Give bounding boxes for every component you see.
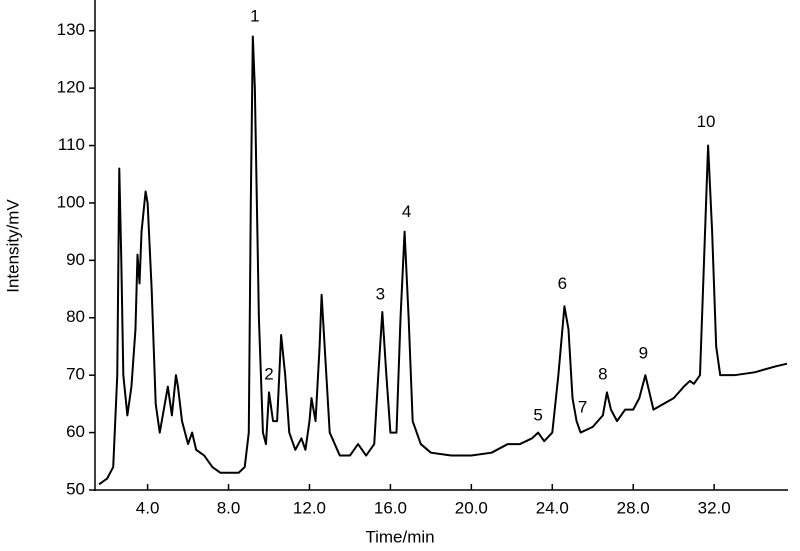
y-tick-label: 120 <box>57 78 85 97</box>
x-tick-label: 8.0 <box>217 498 241 517</box>
y-tick-label: 110 <box>58 135 85 154</box>
peak-label: 1 <box>250 6 259 25</box>
chromatogram-line <box>98 35 788 486</box>
y-tick-label: 60 <box>66 422 85 441</box>
x-tick-label: 24.0 <box>536 498 569 517</box>
y-tick-label: 50 <box>66 479 85 498</box>
x-tick-label: 16.0 <box>374 498 407 517</box>
peak-label: 8 <box>598 365 607 384</box>
x-tick-label: 28.0 <box>617 498 650 517</box>
peak-label: 7 <box>578 397 587 416</box>
x-axis-label: Time/min <box>365 527 434 546</box>
x-tick-label: 4.0 <box>136 498 160 517</box>
peak-label: 5 <box>533 405 542 424</box>
y-tick-label: 80 <box>66 307 85 326</box>
peak-label: 9 <box>639 343 648 362</box>
x-tick-label: 12.0 <box>293 498 326 517</box>
y-axis-label: Intensity/mV <box>3 199 22 293</box>
y-tick-label: 90 <box>66 250 85 269</box>
y-tick-label: 70 <box>66 365 85 384</box>
y-tick-label: 130 <box>57 20 85 39</box>
peak-label: 4 <box>402 202 411 221</box>
peak-label: 6 <box>558 274 567 293</box>
peak-label: 2 <box>264 365 273 384</box>
x-tick-label: 20.0 <box>455 498 488 517</box>
x-tick-label: 32.0 <box>698 498 731 517</box>
y-tick-label: 100 <box>57 192 85 211</box>
peak-label: 3 <box>376 284 385 303</box>
peak-label: 10 <box>697 112 716 131</box>
